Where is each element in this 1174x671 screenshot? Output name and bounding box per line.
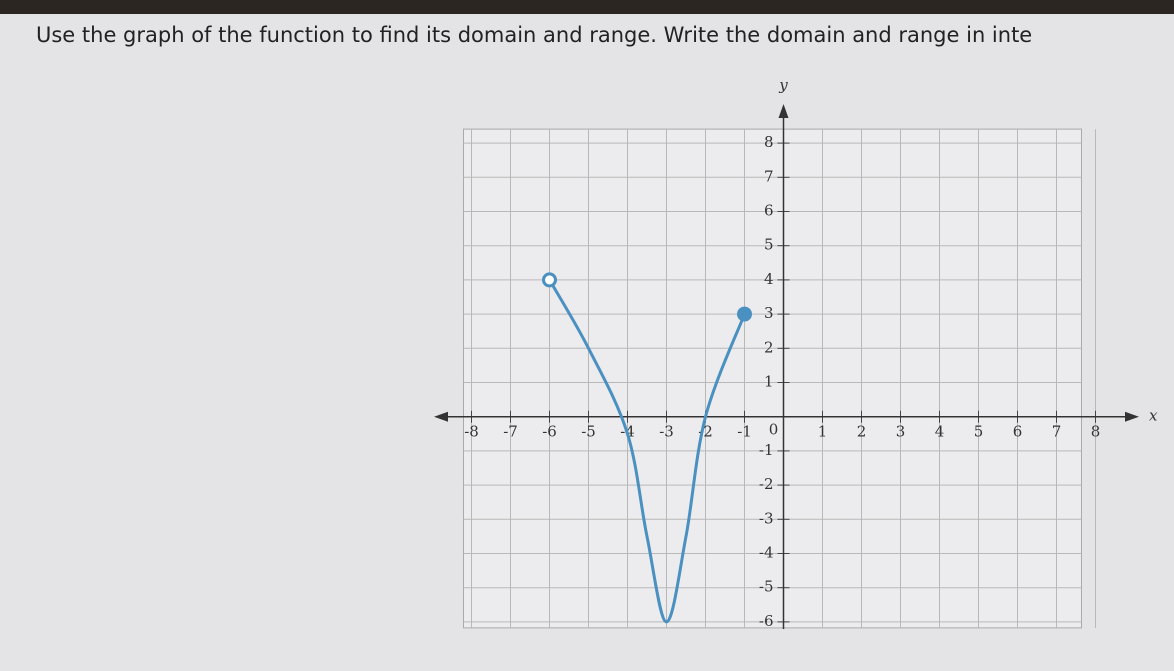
x-arrow-left xyxy=(434,411,448,422)
x-tick-label: -8 xyxy=(464,423,479,441)
question-text: Use the graph of the function to find it… xyxy=(36,23,1032,47)
origin-label: 0 xyxy=(769,421,779,439)
x-tick-label: 3 xyxy=(896,423,906,441)
x-arrow-right xyxy=(1125,411,1139,422)
plot: -8 -7 -6 -5 -4 -3 -2 -1 1 2 3 4 5 6 7 8-6-5-4-3-2-11234… xyxy=(434,76,1158,630)
x-tick-label: 5 xyxy=(974,423,984,441)
top-bar xyxy=(0,0,1174,14)
x-tick-label: 1 xyxy=(818,423,828,441)
y-tick-label: 2 xyxy=(764,338,774,356)
y-tick-label: -2 xyxy=(759,475,774,493)
x-tick-label: 4 xyxy=(935,423,945,441)
x-tick-label: 6 xyxy=(1013,423,1023,441)
y-tick-label: 8 xyxy=(764,133,774,151)
y-arrow xyxy=(778,104,789,118)
y-tick-label: -6 xyxy=(759,612,774,630)
function-curve xyxy=(548,279,746,624)
x-tick-label: -6 xyxy=(542,423,557,441)
y-tick-label: 4 xyxy=(764,270,774,288)
y-tick-label: 1 xyxy=(764,373,774,391)
x-tick-label: -7 xyxy=(503,423,518,441)
y-tick-label: 3 xyxy=(764,304,774,322)
y-tick-label: 5 xyxy=(764,236,774,254)
y-tick-label: -4 xyxy=(759,544,774,562)
y-tick-label: 6 xyxy=(764,202,774,220)
x-tick-label: 2 xyxy=(857,423,867,441)
y-tick-label: -3 xyxy=(759,509,774,527)
x-axis-label: x xyxy=(1149,407,1158,425)
start-point xyxy=(542,272,557,288)
y-tick-label: 7 xyxy=(764,167,774,185)
x-tick-label: 8 xyxy=(1091,423,1101,441)
x-tick-label: -3 xyxy=(659,423,674,441)
y-tick-label: -5 xyxy=(759,578,774,596)
y-tick-label: -1 xyxy=(759,441,774,459)
x-tick-label: -1 xyxy=(737,423,752,441)
x-tick-label: -5 xyxy=(581,423,596,441)
end-point xyxy=(737,306,752,322)
x-tick-label: 7 xyxy=(1052,423,1062,441)
y-axis-label: y xyxy=(778,76,788,94)
